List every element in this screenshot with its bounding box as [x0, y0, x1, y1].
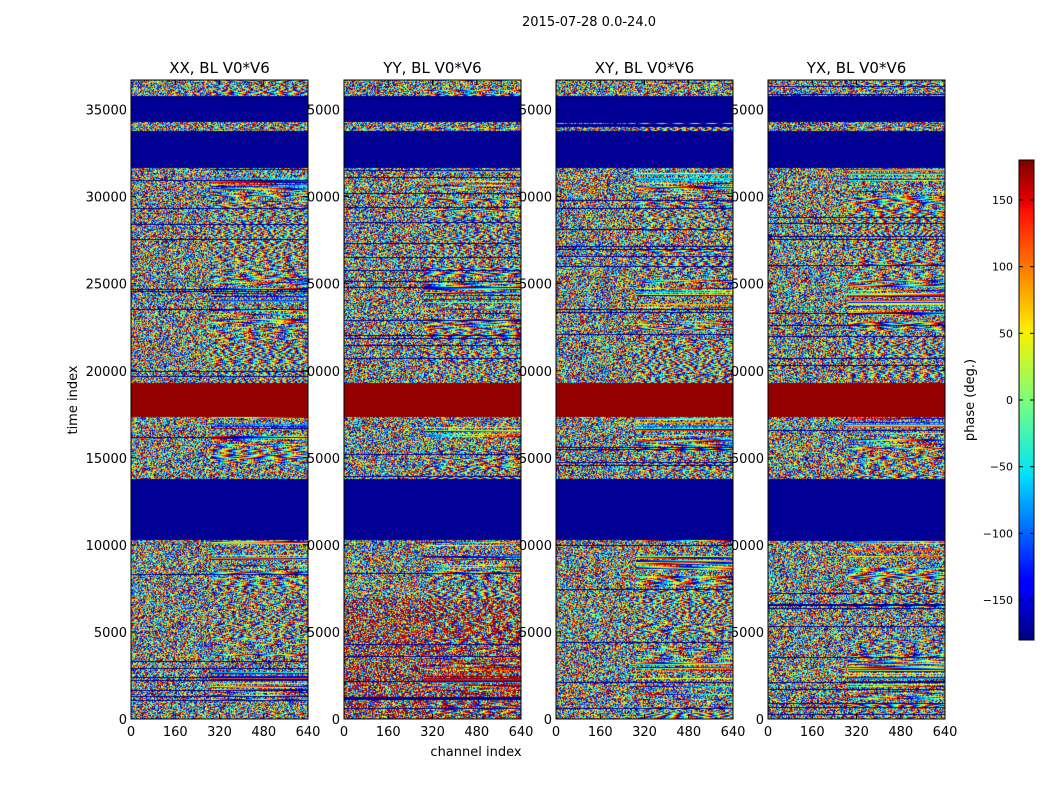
x-tick-label: 480: [676, 725, 701, 740]
x-tick-label: 640: [509, 725, 534, 740]
y-tick-label: 5000: [731, 278, 764, 293]
x-tick-label: 0: [764, 725, 772, 740]
y-tick-label: 30000: [86, 191, 127, 206]
panel-xx: XX, BL V0*V6 0 160 320 480 640 0 5000 10000 15000…: [86, 59, 321, 740]
x-tick-label: 0: [340, 725, 348, 740]
colorbar: −150 −100 −50 0 50 100 150 phase (deg.): [963, 159, 1035, 641]
x-tick-label: 640: [296, 725, 321, 740]
panel-xy: XY, BL V0*V6 0 160 320 480 640 0 5000 0000 5000 00…: [519, 59, 746, 740]
x-tick-label: 640: [721, 725, 746, 740]
x-tick-label: 640: [933, 725, 958, 740]
y-tick-label: 5000: [94, 626, 127, 641]
y-tick-label: 0: [756, 713, 764, 728]
panel-title: YY, BL V0*V6: [382, 59, 481, 77]
y-tick-label: 0000: [519, 365, 552, 380]
y-tick-label: 5000: [307, 104, 340, 119]
y-tick-label: 0: [119, 713, 127, 728]
y-tick-label: 5000: [307, 278, 340, 293]
x-tick-label: 320: [632, 725, 657, 740]
x-tick-label: 160: [163, 725, 188, 740]
y-tick-label: 0000: [731, 365, 764, 380]
y-tick-label: 0: [544, 713, 552, 728]
colorbar-tick-label: 0: [1006, 394, 1013, 407]
x-tick-label: 480: [251, 725, 276, 740]
panel-title: XY, BL V0*V6: [595, 59, 695, 77]
heatmap-yy: [344, 80, 521, 719]
x-tick-label: 480: [888, 725, 913, 740]
x-tick-label: 0: [552, 725, 560, 740]
heatmap-yx: [768, 80, 945, 719]
y-tick-label: 25000: [86, 278, 127, 293]
x-tick-label: 160: [588, 725, 613, 740]
y-axis-label: time index: [66, 365, 81, 434]
x-tick-label: 320: [207, 725, 232, 740]
y-tick-label: 0000: [307, 539, 340, 554]
heatmap-xx: [131, 80, 308, 719]
colorbar-tick-label: −150: [983, 594, 1013, 607]
y-tick-label: 5000: [731, 452, 764, 467]
y-tick-label: 20000: [86, 365, 127, 380]
x-tick-label: 320: [844, 725, 869, 740]
y-tick-label: 15000: [86, 452, 127, 467]
heatmap-xy: [556, 80, 733, 719]
y-tick-label: 5000: [731, 626, 764, 641]
colorbar-tick-label: −50: [990, 461, 1013, 474]
panel-yy: YY, BL V0*V6 0 160 320 480 640 0 5000 0000 5000 00…: [307, 59, 534, 740]
x-axis-label: channel index: [430, 745, 521, 760]
panel-title: XX, BL V0*V6: [169, 59, 270, 77]
y-tick-label: 0000: [731, 539, 764, 554]
panel-title: YX, BL V0*V6: [806, 59, 907, 77]
y-tick-label: 35000: [86, 104, 127, 119]
y-tick-label: 10000: [86, 539, 127, 554]
y-tick-label: 0000: [519, 539, 552, 554]
colorbar-tick-label: 150: [992, 194, 1013, 207]
y-tick-label: 5000: [519, 278, 552, 293]
figure-suptitle: 2015-07-28 0.0-24.0: [522, 15, 656, 30]
x-tick-label: 160: [376, 725, 401, 740]
y-tick-label: 0000: [307, 365, 340, 380]
x-tick-label: 160: [800, 725, 825, 740]
x-tick-label: 480: [464, 725, 489, 740]
y-tick-label: 0000: [731, 191, 764, 206]
colorbar-tick-label: 100: [992, 261, 1013, 274]
colorbar-tick-label: 50: [999, 327, 1013, 340]
y-tick-label: 0: [332, 713, 340, 728]
x-tick-label: 320: [420, 725, 445, 740]
x-tick-label: 0: [127, 725, 135, 740]
y-tick-label: 0000: [519, 191, 552, 206]
colorbar-label: phase (deg.): [963, 359, 978, 441]
y-tick-label: 5000: [519, 452, 552, 467]
panel-yx: YX, BL V0*V6 0 160 320 480 640 0 5000 0000 5000 00…: [731, 59, 958, 740]
colorbar-tick-label: −100: [983, 527, 1013, 540]
y-tick-label: 5000: [519, 104, 552, 119]
y-tick-label: 0000: [307, 191, 340, 206]
y-tick-label: 5000: [307, 452, 340, 467]
y-tick-label: 5000: [307, 626, 340, 641]
y-tick-label: 5000: [519, 626, 552, 641]
y-tick-label: 5000: [731, 104, 764, 119]
